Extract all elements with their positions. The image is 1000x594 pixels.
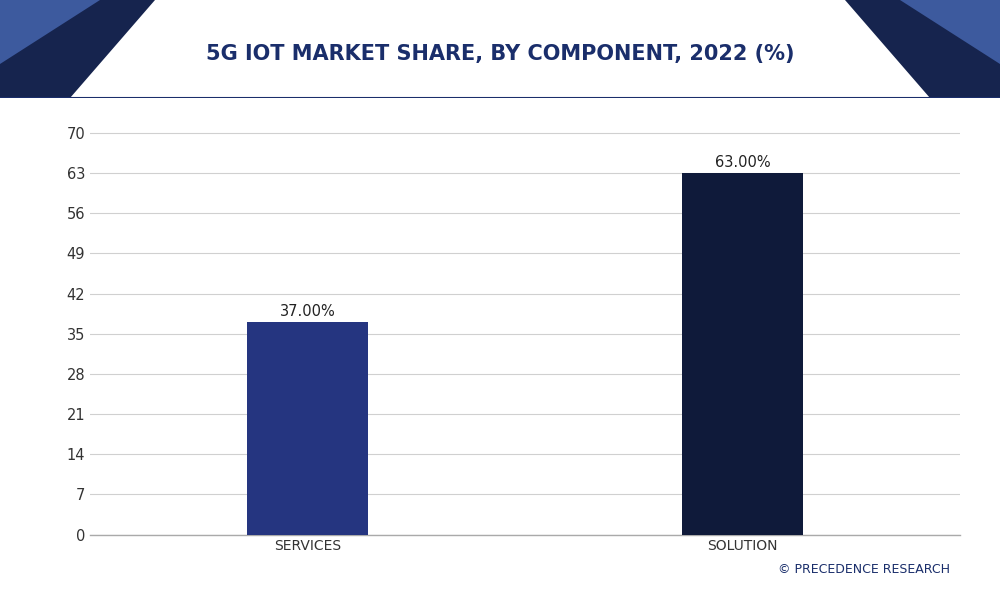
Polygon shape: [900, 0, 1000, 64]
Text: 5G IOT MARKET SHARE, BY COMPONENT, 2022 (%): 5G IOT MARKET SHARE, BY COMPONENT, 2022 …: [206, 44, 794, 64]
Text: 63.00%: 63.00%: [715, 154, 770, 169]
Polygon shape: [845, 0, 1000, 98]
Bar: [247, 322, 368, 535]
Polygon shape: [0, 0, 100, 64]
Bar: [682, 173, 803, 535]
Text: 37.00%: 37.00%: [280, 304, 335, 319]
Text: © PRECEDENCE RESEARCH: © PRECEDENCE RESEARCH: [778, 563, 950, 576]
Polygon shape: [0, 0, 155, 98]
